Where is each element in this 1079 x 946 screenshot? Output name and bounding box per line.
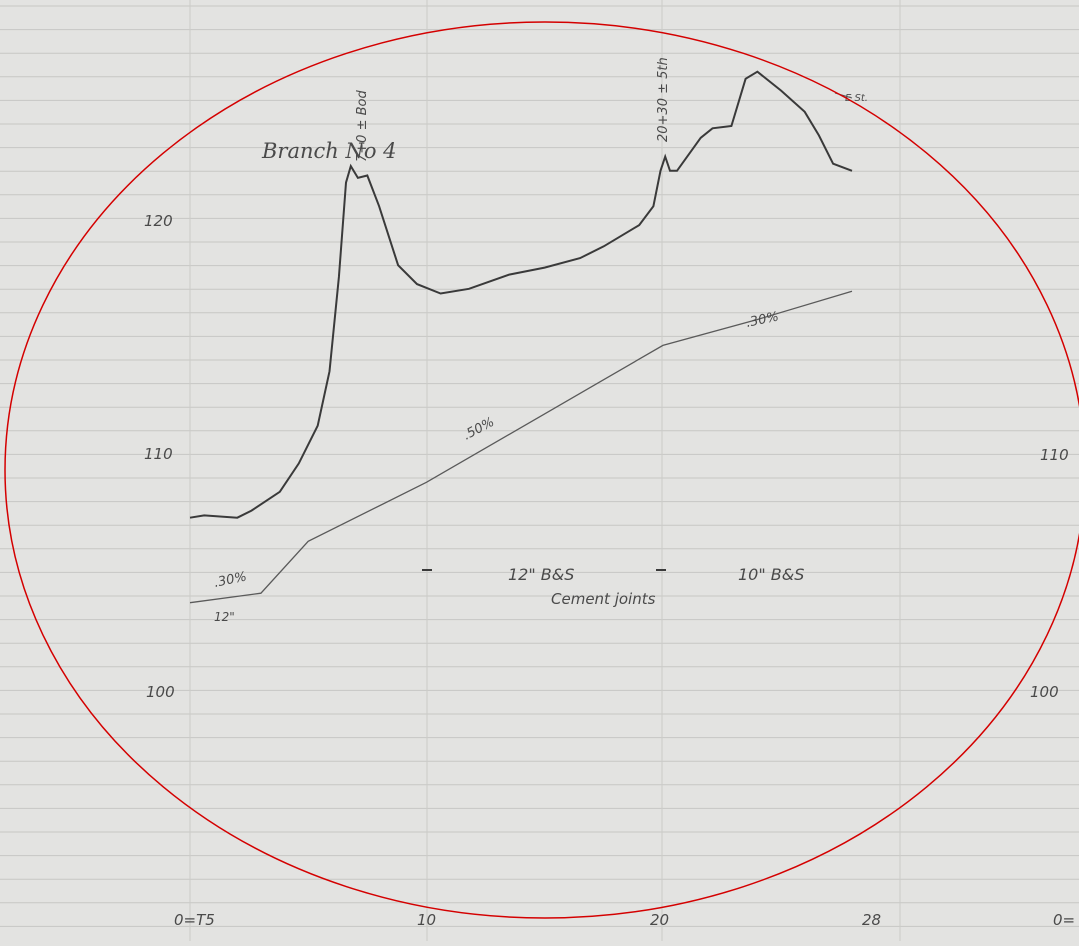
sewer-grade-line xyxy=(189,290,853,604)
highlight-ellipse xyxy=(4,21,1079,919)
y-tick-label: 110 xyxy=(144,445,173,463)
x-tick-labels: 0=T5 10 20 28 0= xyxy=(174,911,1075,929)
y-tick-label-right: 100 xyxy=(1030,683,1059,701)
y-tick-label-right: 110 xyxy=(1040,446,1069,464)
peak-annotation-right: 20+30 ± 5th xyxy=(656,57,671,142)
x-tick-label-right: 0= xyxy=(1053,911,1075,929)
ground-profile-line xyxy=(189,70,853,519)
pipe-size-label: 12" xyxy=(214,610,235,624)
chart-title: Branch No 4 xyxy=(261,139,397,163)
y-tick-label: 100 xyxy=(146,683,175,701)
x-tick-label: 20 xyxy=(650,911,669,929)
x-tick-label: 28 xyxy=(862,911,881,929)
x-tick-label: 0=T5 xyxy=(174,911,215,929)
grade-label-left: .30% xyxy=(213,569,248,591)
x-tick-label: 10 xyxy=(417,911,436,929)
peak-annotation-left: 7+0 ± Bod xyxy=(355,90,370,162)
joints-label: Cement joints xyxy=(551,590,656,608)
pipe-segment-label: 10" B&S xyxy=(738,565,804,584)
y-tick-labels: 100 110 120 100 110 xyxy=(144,212,1069,701)
pipe-segment-label: 12" B&S xyxy=(508,565,574,584)
street-annotation: E St. xyxy=(845,93,868,104)
y-tick-label: 120 xyxy=(144,212,173,230)
grade-label-right: .30% xyxy=(745,309,780,331)
